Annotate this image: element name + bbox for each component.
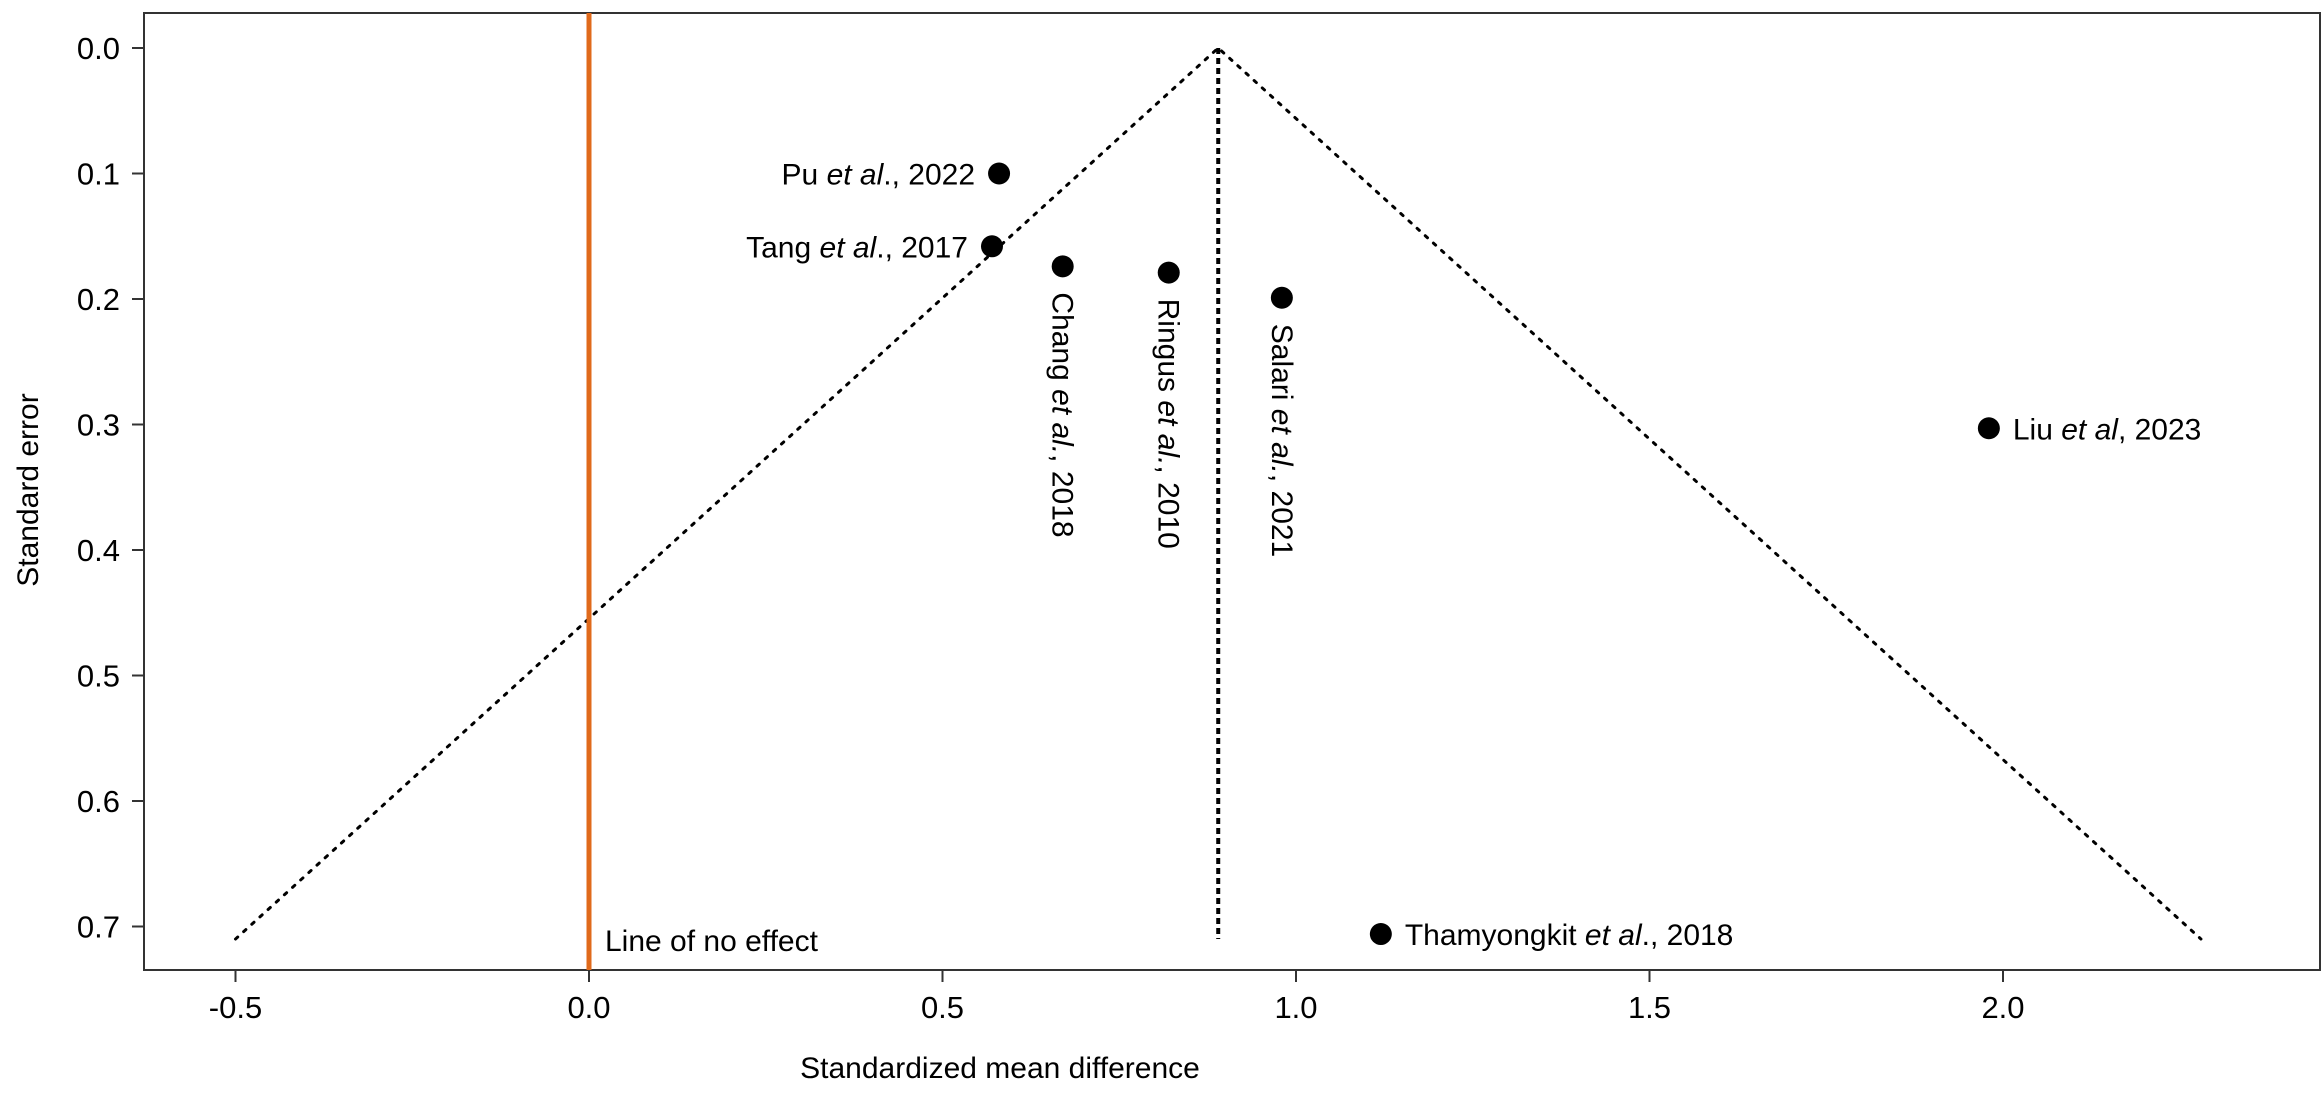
- study-point: [1051, 255, 1074, 278]
- study-label: Liu et al, 2023: [2013, 413, 2202, 446]
- x-tick-label: 1.0: [1274, 990, 1317, 1025]
- study-label: Thamyongkit et al., 2018: [1405, 919, 1734, 952]
- y-tick-label: 0.2: [77, 282, 120, 317]
- y-tick-label: 0.4: [77, 533, 120, 568]
- y-tick-label: 0.3: [77, 408, 120, 443]
- x-tick-label: 1.5: [1628, 990, 1671, 1025]
- plot-frame: [143, 12, 2321, 971]
- x-tick-label: 2.0: [1981, 990, 2024, 1025]
- y-tick-label: 0.5: [77, 659, 120, 694]
- y-axis-label: Standard error: [12, 393, 45, 586]
- study-point: [1369, 923, 1392, 946]
- y-tick-label: 0.0: [77, 31, 120, 66]
- y-tick-label: 0.1: [77, 157, 120, 192]
- study-label: Pu et al., 2022: [782, 159, 976, 192]
- study-label: Ringus et al., 2010: [1152, 299, 1185, 549]
- study-label: Chang et al., 2018: [1046, 292, 1079, 537]
- y-tick-label: 0.7: [77, 910, 120, 945]
- x-tick-label: 0.0: [567, 990, 610, 1025]
- x-tick-label: 0.5: [921, 990, 964, 1025]
- study-point: [1157, 261, 1180, 284]
- study-label: Tang et al., 2017: [746, 231, 968, 264]
- study-point: [988, 162, 1011, 185]
- study-point: [1270, 286, 1293, 309]
- study-label: Salari et al., 2021: [1265, 324, 1298, 558]
- y-tick-label: 0.6: [77, 784, 120, 819]
- study-point: [1977, 417, 2000, 440]
- study-point: [980, 235, 1003, 258]
- x-axis-label: Standardized mean difference: [800, 1052, 1200, 1085]
- funnel-boundary: [234, 45, 2203, 941]
- x-tick-label: -0.5: [209, 990, 262, 1025]
- null-effect-label: Line of no effect: [605, 925, 819, 958]
